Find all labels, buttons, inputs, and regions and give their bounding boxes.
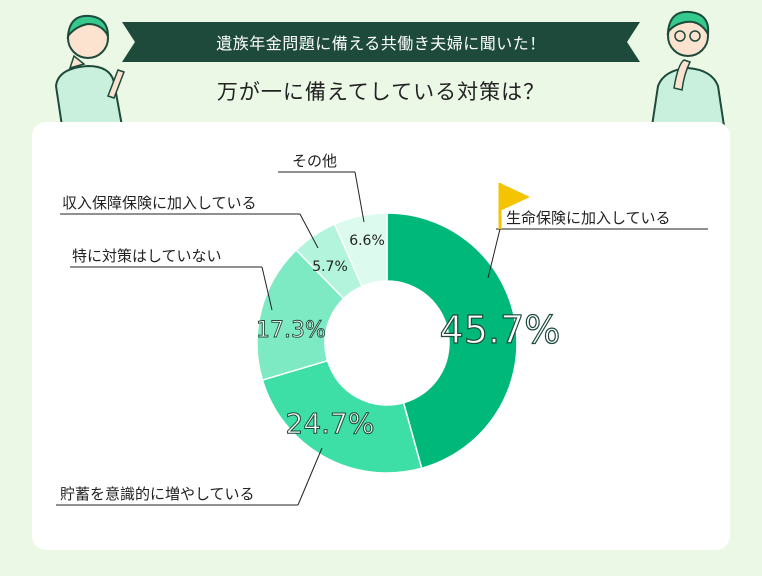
slice-savings <box>261 359 423 474</box>
slice-life-insurance <box>386 212 518 470</box>
chart-card <box>32 122 730 550</box>
woman-illustration-icon <box>54 14 125 126</box>
label-no-measures: 特に対策はしていない <box>72 247 222 265</box>
question-title: 万が一に備えてしている対策は？ <box>216 80 546 104</box>
label-savings: 貯蓄を意識的に増やしている <box>60 485 255 503</box>
flag-icon <box>498 183 530 229</box>
label-income-insurance: 収入保障保険に加入している <box>62 194 257 212</box>
value-other: 6.6% <box>349 233 385 249</box>
value-life-insurance: 45.7% <box>440 308 561 352</box>
slice-other <box>333 212 388 288</box>
man-illustration-icon <box>650 10 726 126</box>
title-banner: 遺族年金問題に備える共働き夫婦に聞いた！ <box>122 22 640 62</box>
label-other: その他 <box>292 152 337 170</box>
value-savings: 24.7% <box>286 407 375 440</box>
value-income-insurance: 5.7% <box>312 259 348 275</box>
banner-text: 遺族年金問題に備える共働き夫婦に聞いた！ <box>216 34 546 53</box>
value-no-measures: 17.3% <box>256 318 326 343</box>
label-life-insurance: 生命保険に加入している <box>506 209 671 227</box>
